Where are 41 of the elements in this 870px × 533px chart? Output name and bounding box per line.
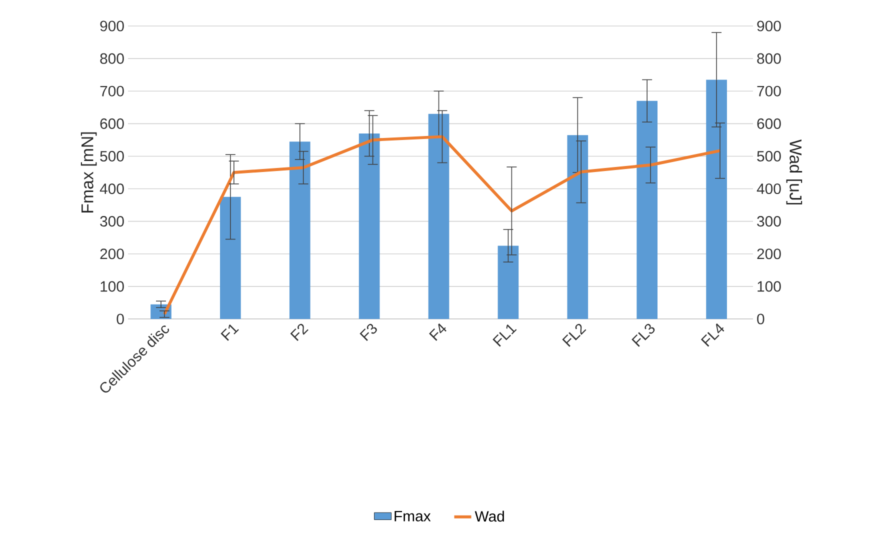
y2-tick-label: 100 — [758, 281, 781, 292]
bar — [220, 196, 241, 319]
y2-tick-label: 800 — [757, 53, 781, 64]
bar — [428, 114, 450, 319]
y-tick-label: 400 — [100, 183, 124, 194]
y2-tick-label: 400 — [756, 183, 781, 194]
y2-tick-label: 900 — [757, 20, 781, 32]
bar — [706, 80, 727, 319]
y-axis-title: Fmax [mN] — [80, 132, 97, 213]
y-tick-label: 300 — [100, 216, 124, 227]
y2-tick-label: 700 — [757, 86, 781, 96]
x-tick-label: F2 — [290, 324, 308, 341]
x-tick-label: F4 — [429, 323, 446, 341]
bar — [567, 135, 588, 319]
y-tick-label: 900 — [100, 20, 124, 32]
y2-tick-label: 500 — [757, 150, 781, 162]
y2-tick-label: 200 — [757, 248, 781, 260]
x-tick-label: FL2 — [562, 324, 586, 347]
bar — [636, 100, 658, 319]
bar — [289, 142, 310, 319]
y-tick-label: 200 — [100, 248, 124, 260]
y-tick-label: 600 — [100, 118, 124, 129]
y2-tick-label: 300 — [757, 216, 781, 227]
y2-axis-title: Wad [uJ] — [786, 139, 802, 204]
y-tick-label: 100 — [100, 281, 124, 292]
line-series — [162, 135, 722, 316]
bar — [498, 246, 519, 319]
x-tick-label: FL1 — [492, 324, 517, 347]
y-tick-label: 0 — [116, 314, 124, 324]
y2-tick-label: 0 — [757, 314, 764, 324]
y-tick-label: 700 — [100, 86, 124, 96]
x-tick-label: FL3 — [632, 324, 655, 347]
x-tick-label: F3 — [360, 324, 377, 341]
legend-label: Fmax — [394, 510, 431, 522]
y2-tick-label: 600 — [757, 118, 781, 129]
bar — [358, 133, 380, 319]
legend-label: Wad — [474, 510, 504, 522]
y-tick-label: 800 — [100, 53, 124, 64]
x-tick-label: F1 — [220, 324, 239, 341]
y-tick-label: 500 — [100, 150, 124, 162]
x-tick-label: FL4 — [700, 323, 724, 347]
